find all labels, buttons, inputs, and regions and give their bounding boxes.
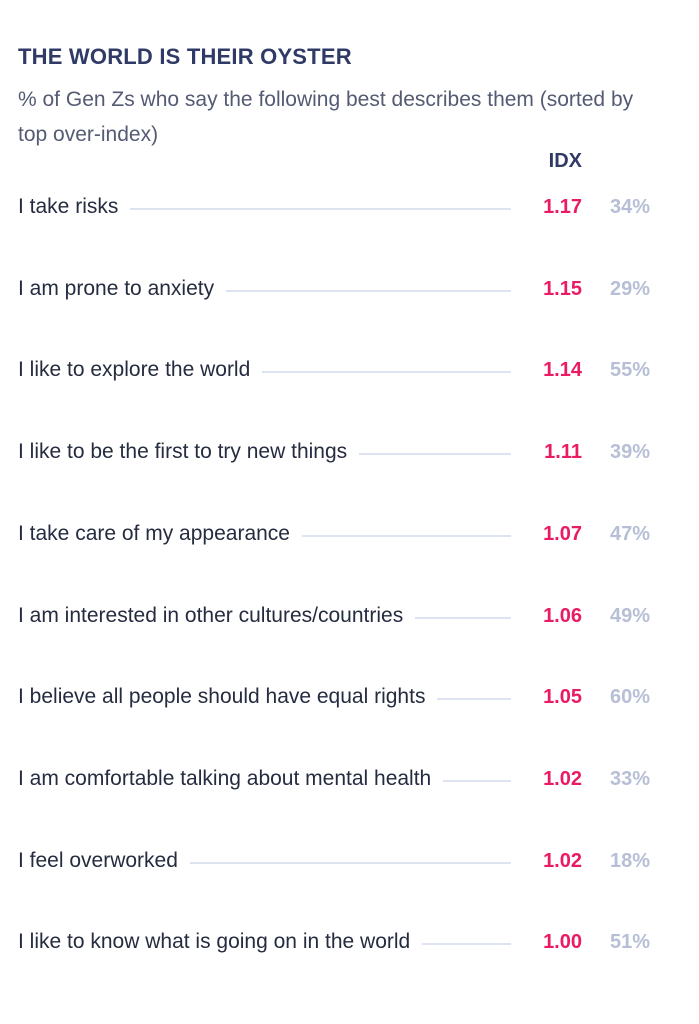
row-label: I like to explore the world: [18, 358, 251, 382]
idx-value: 1.14: [543, 359, 582, 382]
chart-row: I am interested in other cultures/countr…: [18, 602, 658, 632]
chart-subtitle: % of Gen Zs who say the following best d…: [18, 88, 634, 146]
row-leader-line: [437, 698, 511, 701]
chart-row: I take care of my appearance 1.07 47%: [18, 520, 658, 550]
idx-value: 1.07: [543, 522, 582, 545]
row-label: I am prone to anxiety: [18, 276, 215, 300]
percent-value: 47%: [609, 522, 650, 545]
percent-value: 34%: [609, 196, 650, 218]
chart-title: THE WORLD IS THEIR OYSTER: [18, 44, 352, 69]
idx-value: 1.02: [543, 849, 582, 872]
row-label: I like to know what is going on in the w…: [18, 930, 411, 954]
idx-value: 1.11: [544, 441, 582, 464]
chart-row: I am prone to anxiety 1.15 29%: [18, 275, 658, 305]
row-label: I believe all people should have equal r…: [18, 685, 426, 709]
chart-row: I like to explore the world 1.14 55%: [18, 356, 658, 386]
row-leader-line: [359, 453, 511, 456]
percent-value: 18%: [609, 849, 650, 872]
chart-row: I like to know what is going on in the w…: [18, 928, 658, 958]
idx-value: 1.00: [543, 931, 582, 954]
chart-row: I feel overworked 1.02 18%: [18, 847, 658, 877]
idx-value: 1.05: [543, 686, 582, 709]
percent-value: 29%: [609, 277, 650, 300]
row-label: I am interested in other cultures/countr…: [18, 603, 404, 627]
row-leader-line: [443, 779, 511, 782]
idx-value: 1.17: [543, 196, 582, 218]
chart-row: I am comfortable talking about mental he…: [18, 765, 658, 795]
row-leader-line: [130, 208, 511, 210]
chart-row: I like to be the first to try new things…: [18, 438, 658, 468]
row-label: I take risks: [18, 195, 119, 218]
percent-value: 51%: [609, 931, 650, 954]
row-label: I take care of my appearance: [18, 521, 290, 545]
row-label: I like to be the first to try new things: [18, 440, 348, 464]
row-leader-line: [226, 289, 511, 292]
idx-value: 1.15: [543, 277, 582, 300]
percent-value: 60%: [609, 686, 650, 709]
idx-value: 1.02: [543, 767, 582, 790]
idx-value: 1.06: [543, 604, 582, 627]
row-leader-line: [422, 943, 511, 946]
percent-value: 55%: [609, 359, 650, 382]
row-leader-line: [262, 371, 511, 374]
row-leader-line: [302, 534, 511, 537]
percent-value: 49%: [609, 604, 650, 627]
row-leader-line: [189, 861, 511, 864]
percent-value: 33%: [609, 767, 650, 790]
row-label: I am comfortable talking about mental he…: [18, 766, 432, 790]
percent-value: 39%: [609, 441, 650, 464]
chart-row: I take risks 1.17 34%: [18, 193, 658, 223]
row-leader-line: [415, 616, 511, 619]
chart-row: I believe all people should have equal r…: [18, 683, 658, 713]
idx-column-header: IDX: [548, 150, 582, 172]
row-label: I feel overworked: [18, 848, 178, 872]
